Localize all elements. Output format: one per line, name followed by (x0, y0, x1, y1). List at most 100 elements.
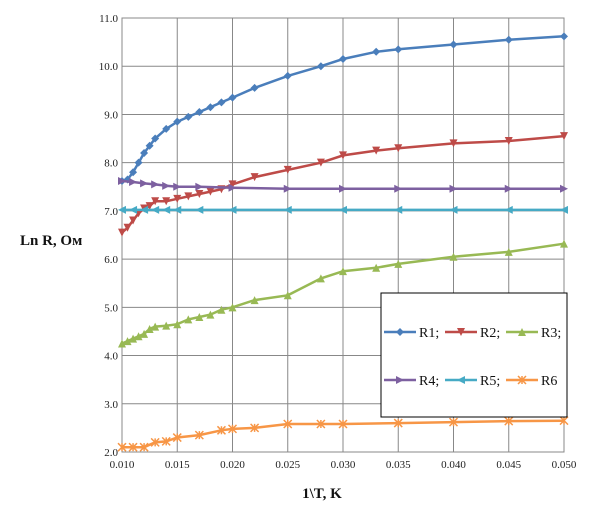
data-point-r5 (140, 205, 149, 214)
data-point-r2 (129, 216, 138, 225)
data-point-r6 (559, 416, 569, 426)
legend-marker-r2 (457, 328, 465, 336)
data-point-r4 (560, 184, 568, 193)
data-point-r1 (151, 134, 160, 143)
data-point-r4 (283, 184, 292, 193)
data-point-r6 (316, 419, 326, 429)
series-r3 (118, 239, 568, 348)
data-point-r3 (504, 247, 513, 256)
data-point-r1 (134, 158, 143, 167)
data-point-r2 (504, 136, 513, 145)
data-point-r1 (173, 117, 182, 126)
data-point-r2 (283, 165, 292, 174)
data-point-r6 (150, 437, 160, 447)
data-point-r6 (117, 442, 127, 452)
data-point-r4 (162, 181, 171, 190)
y-tick-label: 8.0 (104, 158, 118, 170)
data-point-r1 (339, 54, 347, 63)
data-point-r6 (139, 442, 149, 452)
data-point-r1 (394, 45, 403, 54)
x-tick-labels: 0.010 0.015 0.020 0.025 0.030 0.035 0.040 0.045… (110, 459, 577, 471)
data-point-r3 (195, 312, 204, 321)
data-point-r3 (123, 337, 132, 346)
legend-marker-r3 (518, 328, 526, 336)
data-point-r3 (339, 267, 347, 276)
data-point-r1 (316, 62, 325, 71)
data-point-r4 (173, 182, 182, 191)
data-point-r1 (206, 103, 215, 112)
data-point-r6 (172, 433, 182, 443)
data-point-r2 (394, 144, 403, 153)
legend-item-r1: R1; (384, 326, 439, 341)
legend-label-r5: R5; (480, 374, 500, 389)
data-point-r1 (504, 35, 513, 44)
data-point-r3 (250, 296, 259, 305)
data-point-r2 (123, 223, 132, 232)
data-point-r1 (250, 83, 259, 92)
data-point-r2 (372, 146, 381, 155)
legend-item-r6: R6 (506, 374, 557, 389)
data-point-r2 (118, 228, 126, 237)
data-point-r6 (504, 416, 514, 426)
data-point-r3 (162, 321, 171, 330)
data-point-r2 (151, 197, 160, 206)
data-point-r4 (129, 177, 138, 186)
data-point-r5 (394, 205, 403, 214)
data-point-r4 (449, 184, 458, 193)
data-point-r2 (449, 139, 458, 148)
legend-label-r4: R4; (419, 374, 439, 389)
series-r6 (117, 416, 569, 452)
legend-item-r2: R2; (445, 326, 500, 341)
data-point-r1 (217, 98, 226, 107)
data-point-r3 (394, 259, 403, 268)
data-point-r3 (372, 263, 381, 272)
data-point-r1 (560, 32, 568, 41)
data-point-r3 (560, 239, 568, 248)
x-tick-label: 0.030 (331, 459, 356, 471)
data-point-r4 (228, 183, 237, 192)
legend-item-r4: R4; (384, 374, 439, 389)
data-point-r2 (316, 158, 325, 167)
data-point-r2 (145, 202, 154, 211)
data-point-r1 (283, 71, 292, 80)
data-point-r2 (195, 190, 204, 199)
y-tick-label: 5.0 (104, 302, 118, 314)
data-point-r2 (560, 132, 568, 141)
data-point-r3 (184, 315, 193, 324)
data-point-r2 (184, 192, 193, 201)
data-point-r6 (250, 423, 260, 433)
legend-item-r3: R3; (506, 326, 561, 341)
data-point-r3 (151, 322, 160, 331)
data-point-r6 (448, 417, 459, 427)
data-point-r5 (449, 205, 458, 214)
x-tick-label: 0.025 (275, 459, 300, 471)
data-point-r1 (228, 93, 237, 102)
data-point-r1 (140, 149, 149, 158)
data-point-r1 (195, 108, 204, 117)
y-tick-labels: 2.0 3.0 4.0 5.0 6.0 7.0 8.0 9.0 10.0 11.0 (99, 13, 119, 459)
data-point-r3 (283, 291, 292, 300)
data-point-r3 (134, 332, 143, 341)
data-point-r6 (216, 425, 226, 435)
y-tick-label: 11.0 (99, 13, 118, 25)
x-tick-label: 0.040 (441, 459, 466, 471)
data-point-r1 (184, 112, 193, 121)
data-point-r6 (338, 419, 348, 429)
data-point-r5 (339, 205, 347, 214)
legend-label-r2: R2; (480, 326, 500, 341)
y-tick-label: 10.0 (99, 61, 119, 73)
y-axis-title: Ln R, Ом (20, 233, 82, 249)
data-point-r6 (227, 424, 238, 434)
data-point-r5 (283, 205, 292, 214)
data-point-r3 (129, 334, 138, 343)
y-tick-label: 3.0 (104, 399, 118, 411)
y-tick-label: 2.0 (104, 447, 118, 459)
legend-label-r1: R1; (419, 326, 439, 341)
x-tick-label: 0.050 (552, 459, 577, 471)
data-point-r2 (228, 180, 237, 189)
data-point-r2 (206, 187, 215, 196)
data-point-r4 (151, 180, 160, 189)
data-point-r3 (173, 320, 182, 329)
data-point-r4 (118, 176, 126, 185)
x-tick-label: 0.020 (220, 459, 245, 471)
